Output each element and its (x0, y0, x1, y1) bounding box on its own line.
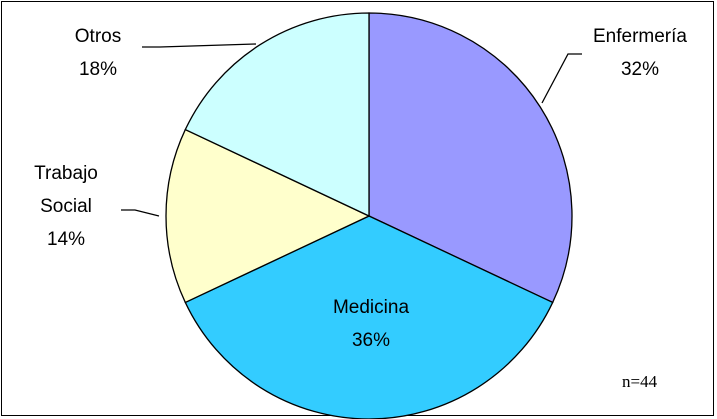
sample-size-annotation: n=44 (622, 372, 658, 391)
leader-line (142, 43, 257, 48)
slice-label: Medicina 36% (333, 297, 409, 351)
slice-label: Otros 18% (75, 26, 121, 80)
pie-slice-trabajo-social (165, 128, 371, 304)
leader-line (541, 53, 582, 104)
slice-label: Enfermería 32% (593, 26, 687, 80)
slice-label: Trabajo Social 14% (34, 163, 98, 250)
pie-slice-otros (184, 12, 370, 218)
leader-line (121, 209, 160, 217)
pie-slice-enfermería (368, 12, 573, 304)
